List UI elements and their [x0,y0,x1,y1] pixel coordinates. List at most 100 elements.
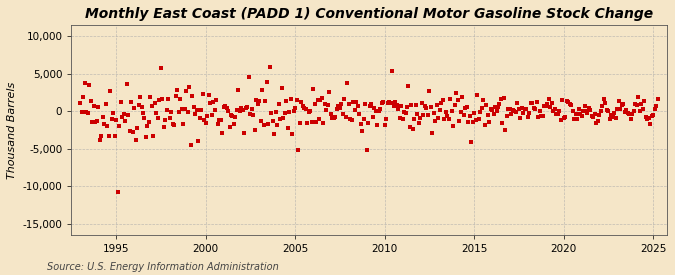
Point [576,114,587,119]
Point [273,101,284,106]
Point [297,104,308,108]
Point [493,105,504,109]
Point [176,107,187,112]
Point [245,112,256,116]
Point [350,108,360,113]
Point [533,115,543,120]
Point [187,94,198,98]
Point [463,120,474,125]
Point [209,108,220,112]
Point [494,102,505,106]
Point [314,117,325,122]
Point [275,117,286,122]
Point [381,117,392,121]
Point [361,147,372,152]
Point [205,101,215,105]
Point [155,65,166,70]
Point [259,123,269,128]
Point [620,109,630,114]
Point [556,118,566,122]
Point [439,117,450,121]
Point [126,100,136,104]
Point [410,103,421,107]
Point [382,101,393,105]
Point [504,107,515,111]
Point [369,106,379,110]
Point [215,118,226,122]
Point [304,109,315,113]
Point [293,148,304,153]
Point [272,122,283,127]
Point [346,117,357,122]
Point [173,110,184,115]
Point [271,110,281,114]
Point [105,89,115,94]
Point [418,113,429,117]
Point [348,100,358,104]
Point [473,117,484,122]
Point [338,112,348,117]
Point [238,108,248,112]
Point [564,102,575,106]
Point [367,115,378,119]
Point [99,122,109,127]
Point [119,119,130,123]
Point [312,98,323,102]
Point [445,97,456,101]
Point [409,117,420,121]
Point [512,101,522,105]
Point [481,103,491,107]
Point [315,98,326,103]
Point [520,106,531,111]
Point [80,80,90,85]
Point [219,104,230,108]
Point [325,112,336,116]
Point [331,107,342,111]
Point [415,116,426,120]
Point [81,110,92,114]
Point [309,102,320,106]
Point [360,102,371,106]
Point [630,102,641,106]
Point [452,98,463,103]
Point [153,116,163,120]
Point [254,99,265,103]
Point [190,111,200,116]
Point [472,92,483,97]
Point [286,97,296,101]
Point [267,119,278,123]
Point [246,107,257,111]
Point [194,116,205,120]
Point [466,139,477,144]
Point [509,109,520,113]
Point [142,124,153,128]
Point [102,123,113,128]
Point [651,104,661,109]
Point [403,83,414,88]
Point [574,112,585,116]
Point [585,108,596,112]
Point [263,122,273,126]
Point [495,97,506,101]
Point [424,89,435,94]
Point [134,95,145,99]
Point [448,123,458,128]
Point [324,89,335,94]
Point [165,116,176,120]
Point [376,101,387,106]
Point [184,85,194,89]
Point [148,134,159,138]
Point [460,105,470,110]
Point [196,108,207,112]
Point [145,95,156,100]
Point [178,122,189,127]
Point [206,113,217,117]
Point [248,113,259,117]
Point [456,109,466,114]
Point [622,111,633,115]
Point [352,104,363,108]
Point [76,109,87,114]
Point [198,118,209,123]
Point [139,116,150,120]
Point [232,108,242,112]
